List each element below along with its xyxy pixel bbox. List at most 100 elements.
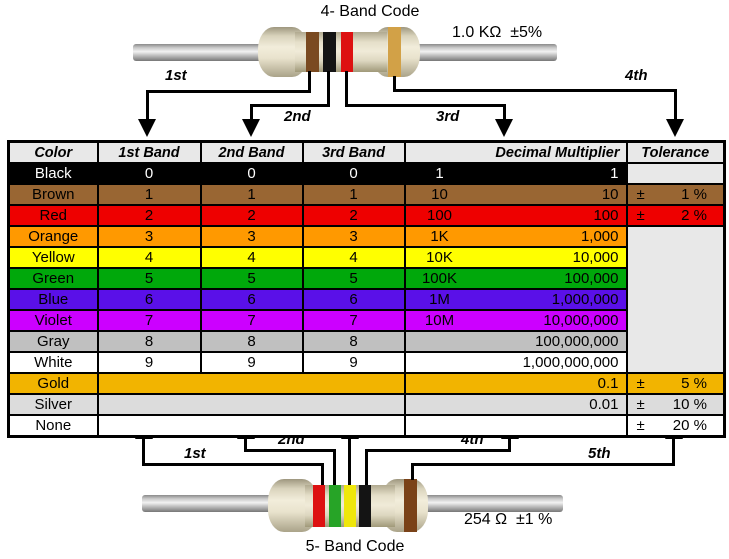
arrow-1st-up-drop: [142, 438, 145, 466]
bands-merged-cell: [96, 414, 406, 438]
multiplier-cell: 0.01: [403, 393, 628, 416]
arrow-2nd-connector: [327, 71, 330, 107]
band-gold: [388, 27, 401, 77]
arrow-label-1st: 1st: [165, 67, 187, 84]
band2-cell: 4: [199, 246, 304, 269]
band1-cell: 0: [96, 162, 202, 185]
band3-cell: 5: [301, 267, 406, 290]
band2-cell: 5: [199, 267, 304, 290]
table-row-green: Green 5 5 5 100K 100,000: [7, 267, 725, 290]
band3-cell: 2: [301, 204, 406, 227]
arrow-1st-head-icon: [138, 119, 156, 137]
table-row-brown: Brown 1 1 1 10 10 ±1 %: [7, 183, 726, 206]
color-name-cell: Yellow: [7, 246, 99, 269]
table-row-silver: Silver 0.01 ±10 %: [7, 393, 726, 416]
table-row-blue: Blue 6 6 6 1M 1,000,000: [7, 288, 725, 311]
table-row-violet: Violet 7 7 7 10M 10,000,000: [7, 309, 725, 332]
band-brown: [404, 479, 417, 532]
tolerance-cell: ±2 %: [625, 204, 726, 227]
band2-cell: 7: [199, 309, 304, 332]
arrow-4th-connector: [393, 76, 396, 92]
band-black: [323, 32, 336, 72]
tolerance-cell: ±10 %: [625, 393, 726, 416]
multiplier-cell: 1M 1,000,000: [403, 288, 628, 311]
band2-cell: 0: [199, 162, 304, 185]
arrow-2nd-head-icon: [242, 119, 260, 137]
band3-cell: 6: [301, 288, 406, 311]
arrow-1st-up-connector: [321, 463, 324, 485]
table-row-gold: Gold 0.1 ±5 %: [7, 372, 726, 395]
tolerance-empty-block: [625, 225, 726, 374]
four-band-code-title: 4- Band Code: [320, 3, 420, 20]
band1-cell: 8: [96, 330, 202, 353]
band-green: [329, 485, 341, 527]
header-band2: 2nd Band: [199, 140, 304, 164]
band1-cell: 9: [96, 351, 202, 374]
band3-cell: 4: [301, 246, 406, 269]
resistor-color-table: Color 1st Band 2nd Band 3rd Band Decimal…: [7, 140, 726, 438]
arrow-3rd-drop: [503, 104, 506, 120]
color-name-cell: Gold: [7, 372, 99, 395]
arrow-2nd-up-line: [244, 449, 336, 452]
table-row-white: White 9 9 9 1,000,000,000: [7, 351, 725, 374]
band2-cell: 8: [199, 330, 304, 353]
multiplier-cell: 10K 10,000: [403, 246, 628, 269]
multiplier-cell: 100 100: [403, 204, 628, 227]
top-resistor-value: 1.0 KΩ ±5%: [452, 24, 543, 41]
header-band1: 1st Band: [96, 140, 202, 164]
arrow-4th-up-drop: [508, 438, 511, 452]
multiplier-cell: 100,000,000: [403, 330, 628, 353]
band1-cell: 1: [96, 183, 202, 206]
tolerance-cell: [625, 162, 726, 185]
band1-cell: 4: [96, 246, 202, 269]
arrow-3rd-up-connector: [348, 438, 351, 485]
color-name-cell: Green: [7, 267, 99, 290]
arrow-5th-up-drop: [672, 438, 675, 466]
arrow-4th-up-connector: [365, 449, 368, 485]
tolerance-cell: ±1 %: [625, 183, 726, 206]
band-brown: [306, 32, 319, 72]
table-row-none: None ±20 %: [7, 414, 726, 438]
header-multiplier: Decimal Multiplier: [403, 140, 628, 164]
arrow-2nd-line: [250, 104, 330, 107]
band2-cell: 9: [199, 351, 304, 374]
arrow-5th-up-line: [411, 463, 675, 466]
bands-merged-cell: [96, 393, 406, 416]
header-color: Color: [7, 140, 99, 164]
arrow-1st-connector: [308, 71, 311, 93]
band2-cell: 1: [199, 183, 304, 206]
color-name-cell: Red: [7, 204, 99, 227]
color-name-cell: None: [7, 414, 99, 438]
header-band3: 3rd Band: [301, 140, 406, 164]
five-band-code-title: 5- Band Code: [305, 538, 405, 555]
multiplier-cell: 1K 1,000: [403, 225, 628, 248]
band-black: [359, 485, 371, 527]
table-row-gray: Gray 8 8 8 100,000,000: [7, 330, 725, 353]
color-name-cell: Silver: [7, 393, 99, 416]
band3-cell: 1: [301, 183, 406, 206]
band3-cell: 7: [301, 309, 406, 332]
band3-cell: 9: [301, 351, 406, 374]
arrow-4th-line: [393, 89, 677, 92]
band1-cell: 5: [96, 267, 202, 290]
header-tolerance: Tolerance: [625, 140, 726, 164]
multiplier-cell: 0.1: [403, 372, 628, 395]
arrow-1st-up-line: [142, 463, 324, 466]
arrow-5th-up-connector: [411, 463, 414, 480]
multiplier-cell: 1,000,000,000: [403, 351, 628, 374]
arrow-1st-drop: [146, 90, 149, 120]
band3-cell: 3: [301, 225, 406, 248]
band3-cell: 0: [301, 162, 406, 185]
arrow-4th-drop: [674, 89, 677, 120]
arrow-1st-line: [146, 90, 311, 93]
color-name-cell: Black: [7, 162, 99, 185]
arrow-label-3rd: 3rd: [436, 108, 460, 125]
arrow-4th-head-icon: [666, 119, 684, 137]
band-red: [341, 32, 353, 72]
color-name-cell: Violet: [7, 309, 99, 332]
color-name-cell: White: [7, 351, 99, 374]
arrow-label-2nd: 2nd: [284, 108, 311, 125]
